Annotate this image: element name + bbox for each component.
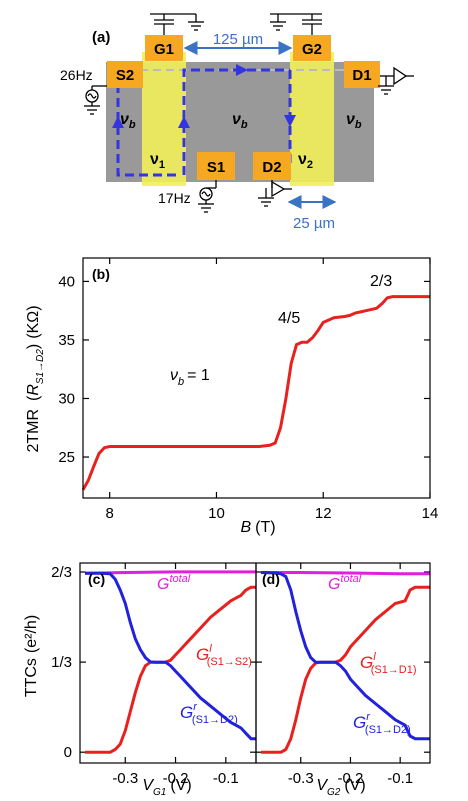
panel-d-chart: (d) -0.3 -0.2 -0.1 Gtotal Gl (S1→D1) Gr (S1→… bbox=[256, 563, 430, 798]
freq-s1-label: 17Hz bbox=[158, 190, 191, 206]
c-ytick-label-2: 2/3 bbox=[51, 564, 72, 581]
c-ytick-label-0: 0 bbox=[64, 744, 72, 761]
contact-d1-label: D1 bbox=[352, 67, 371, 84]
d-xtick-label-1: -0.2 bbox=[338, 770, 364, 787]
panel-d-label: (d) bbox=[262, 571, 280, 587]
edge-arrow-top bbox=[236, 64, 248, 76]
panel-c-y-tick-labels: 0 1/3 2/3 bbox=[51, 564, 72, 761]
c-xtick-label-0: -0.3 bbox=[112, 770, 138, 787]
contact-d2-label: D2 bbox=[262, 159, 281, 176]
panel-b-annotation-nub: νb = 1 bbox=[170, 367, 210, 388]
b-xtick-label-2: 12 bbox=[315, 505, 332, 522]
contact-s1: S1 bbox=[197, 152, 235, 180]
b-xtick-label-0: 8 bbox=[106, 505, 114, 522]
panel-d-gr-label: Gr (S1→D2) bbox=[353, 711, 411, 736]
contact-g1-label: G1 bbox=[154, 41, 174, 58]
edge-arrow-mid bbox=[178, 116, 190, 128]
panel-c-label: (c) bbox=[88, 571, 105, 587]
contact-g2: G2 bbox=[293, 35, 331, 61]
panel-b-frame bbox=[82, 257, 431, 499]
panel-b-ylabel: 2TMR(RS1→D2)(KΩ) bbox=[25, 305, 46, 452]
edge-arrow-left bbox=[112, 116, 124, 128]
gate-g1-ground-symbol bbox=[150, 13, 204, 35]
b-ytick-label-2: 35 bbox=[58, 332, 75, 349]
dimension-bottom-label: 25 µm bbox=[293, 215, 335, 232]
b-ytick-label-0: 25 bbox=[58, 449, 75, 466]
nu-2-label: ν2 bbox=[298, 151, 313, 171]
panel-b-2tmr-curve bbox=[81, 295, 430, 491]
c-xtick-label-1: -0.2 bbox=[163, 770, 189, 787]
c-xtick-label-2: -0.1 bbox=[213, 770, 239, 787]
panel-a-schematic: (a) G1 G2 S2 bbox=[60, 13, 414, 232]
gate-g2-stripe bbox=[290, 52, 334, 186]
panel-c-gl-curve bbox=[85, 585, 256, 754]
gate-g1-stripe bbox=[142, 52, 186, 186]
panel-b-annotation-4-5: 4/5 bbox=[278, 310, 300, 327]
panel-c-ticks bbox=[80, 563, 256, 763]
panel-c-chart: (c) -0.3 -0.2 -0.1 0 1/3 2/3 Gtotal Gl (S1→S2… bbox=[23, 563, 256, 798]
panel-c-gr-label: Gr (S1→D2) bbox=[180, 701, 238, 726]
d-xtick-label-2: -0.1 bbox=[387, 770, 413, 787]
b-ytick-label-3: 40 bbox=[58, 273, 75, 290]
panel-d-gl-label: Gl (S1→D1) bbox=[360, 651, 417, 676]
nu-1-label: ν1 bbox=[150, 151, 165, 171]
panel-c-gtotal-curve bbox=[84, 570, 256, 575]
b-ytick-label-1: 30 bbox=[58, 390, 75, 407]
dimension-top-label: 125 µm bbox=[213, 31, 263, 48]
nu-b-left: νb bbox=[120, 111, 136, 131]
panel-c-x-tick-labels: -0.3 -0.2 -0.1 bbox=[112, 770, 238, 787]
panel-b-xlabel: B (T) bbox=[240, 519, 275, 536]
source-s1-ac-symbol bbox=[198, 180, 217, 213]
source-s2-ac-symbol bbox=[84, 85, 107, 115]
panel-b-label: (b) bbox=[92, 266, 110, 282]
panel-b-ticks bbox=[83, 258, 431, 498]
panel-d-gr-curve bbox=[260, 571, 430, 741]
panel-c-gtotal-label: Gtotal bbox=[157, 573, 191, 593]
contact-d2: D2 bbox=[253, 152, 291, 180]
contact-s2: S2 bbox=[107, 61, 143, 88]
contact-s1-label: S1 bbox=[207, 159, 225, 176]
panel-b-y-tick-labels: 25 30 35 40 bbox=[58, 273, 75, 466]
nu-b-right: νb bbox=[346, 111, 362, 131]
panel-d-x-tick-labels: -0.3 -0.2 -0.1 bbox=[288, 770, 413, 787]
nu-b-center: νb bbox=[232, 111, 248, 131]
contact-g2-label: G2 bbox=[302, 41, 322, 58]
b-xtick-label-1: 10 bbox=[208, 505, 225, 522]
contact-g1: G1 bbox=[145, 35, 183, 61]
edge-arrow-right bbox=[284, 115, 296, 127]
panel-a-label: (a) bbox=[92, 29, 110, 46]
panel-d-gtotal-label: Gtotal bbox=[328, 573, 362, 593]
panel-c-ylabel: TTCs(e²/h) bbox=[23, 615, 40, 697]
edge-arrows bbox=[112, 64, 296, 128]
panel-b-annotation-2-3: 2/3 bbox=[370, 273, 392, 290]
drain-d1-amplifier-symbol bbox=[378, 66, 414, 95]
panel-d-gl-curve bbox=[261, 585, 430, 754]
c-ytick-label-1: 1/3 bbox=[51, 654, 72, 671]
panel-d-xlabel: VG2 (V) bbox=[316, 777, 365, 798]
drain-d2-amplifier-symbol bbox=[258, 180, 292, 207]
freq-s2-label: 26Hz bbox=[60, 67, 93, 83]
b-xtick-label-3: 14 bbox=[422, 505, 439, 522]
panel-d-frame bbox=[255, 562, 431, 764]
contact-s2-label: S2 bbox=[116, 67, 134, 84]
panel-c-gr-curve bbox=[85, 571, 256, 741]
contact-d1: D1 bbox=[344, 61, 380, 88]
d-xtick-label-0: -0.3 bbox=[288, 770, 314, 787]
gate-g2-ground-symbol bbox=[270, 13, 322, 35]
panel-c-gl-label: Gl (S1→S2) bbox=[196, 643, 252, 668]
panel-c-xlabel: VG1 (V) bbox=[142, 777, 191, 798]
panel-d-gtotal-curve bbox=[261, 571, 430, 576]
panel-b-x-tick-labels: 8 10 12 14 bbox=[106, 505, 439, 522]
